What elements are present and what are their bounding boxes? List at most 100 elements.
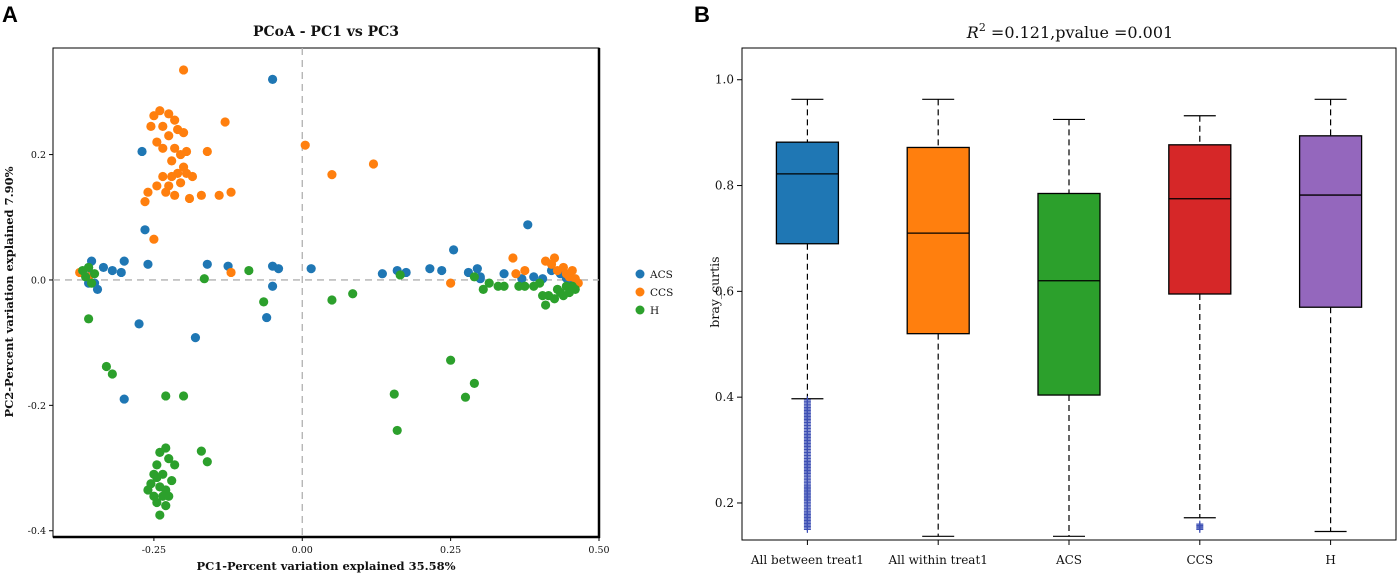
pcoa-point-ccs (175, 178, 186, 188)
pcoa-point-acs (92, 284, 103, 294)
pcoa-point-acs (119, 394, 129, 404)
boxplot-y-tick-label: 0.6 (715, 284, 734, 298)
pcoa-axis-ticks: -0.25 0.00 0.25 0.50 -0.4 -0.2 0.0 0.2 (28, 150, 610, 556)
pcoa-point-h (460, 392, 471, 402)
pcoa-point-acs (425, 264, 435, 274)
pcoa-point-ccs (167, 171, 177, 182)
pcoa-point-ccs (520, 265, 530, 276)
panel-b-letter: B (694, 2, 710, 27)
pcoa-point-h (170, 460, 180, 470)
boxplot-y-tick-label: 0.2 (715, 496, 734, 510)
boxplot-title: R2 =0.121,pvalue =0.001 (966, 21, 1173, 42)
pcoa-x-tick-label: -0.25 (142, 545, 166, 556)
pcoa-point-ccs (140, 196, 150, 207)
pcoa-point-ccs (158, 171, 168, 182)
pcoa-point-h (469, 378, 479, 389)
pcoa-point-ccs (175, 149, 186, 160)
pcoa-point-h (143, 485, 153, 495)
pcoa-point-ccs (226, 187, 236, 197)
box-h: H (1298, 98, 1363, 567)
boxplot-boxes: All between treat1 All within treat1 ACS CC… (750, 98, 1363, 567)
pcoa-x-tick-label: 0.00 (292, 545, 313, 556)
boxplot-x-tick-label: ACS (1055, 553, 1082, 567)
boxplot-x-tick-label: CCS (1187, 553, 1214, 567)
box-iqr (906, 146, 970, 335)
pcoa-point-acs (143, 259, 153, 269)
pcoa-point-h (164, 454, 174, 464)
pcoa-point-ccs (549, 253, 560, 263)
box-iqr (775, 141, 840, 245)
pcoa-point-ccs (300, 140, 310, 150)
pcoa-point-h (202, 457, 212, 467)
pcoa-point-ccs (446, 278, 456, 288)
pcoa-reference-lines (53, 48, 599, 537)
box-iqr (1168, 144, 1232, 295)
pcoa-point-h (161, 443, 171, 453)
boxplot-title-sup: 2 (979, 21, 986, 34)
pcoa-point-acs (134, 319, 144, 329)
pcoa-point-acs (437, 265, 447, 276)
pcoa-point-h (155, 510, 165, 520)
pcoa-point-acs (202, 259, 212, 269)
pcoa-point-ccs (146, 121, 156, 131)
pcoa-y-tick-label: 0.0 (31, 275, 46, 286)
pcoa-point-ccs (214, 190, 224, 200)
pcoa-point-h (101, 361, 112, 372)
box-ccs: CCS (1168, 115, 1232, 567)
boxplot-title-r: R (966, 23, 979, 42)
pcoa-point-ccs (226, 267, 236, 278)
pcoa-legend-label-acs: ACS (649, 269, 673, 281)
panel-a: A PCoA - PC1 vs PC3 -0.25 0.00 0.25 0.50-0.… (2, 2, 673, 573)
boxplot-y-axis-label: bray_curtis (707, 256, 722, 327)
box-all-within-treat1: All within treat1 (887, 98, 988, 567)
pcoa-point-acs (137, 146, 147, 157)
boxplot-x-tick-label: H (1325, 553, 1335, 567)
pcoa-point-acs (140, 225, 150, 235)
pcoa-y-tick-label: -0.4 (28, 526, 46, 537)
pcoa-point-ccs (196, 190, 206, 200)
pcoa-point-acs (499, 269, 509, 279)
pcoa-point-ccs (161, 187, 171, 197)
pcoa-point-h (84, 314, 94, 324)
pcoa-point-ccs (170, 115, 180, 125)
pcoa-point-ccs (508, 253, 518, 263)
pcoa-point-ccs (164, 109, 174, 119)
pcoa-point-ccs (178, 128, 189, 138)
pcoa-point-ccs (149, 111, 159, 121)
pcoa-point-h (259, 297, 269, 307)
pcoa-point-acs (267, 281, 278, 291)
pcoa-point-h (107, 369, 117, 379)
pcoa-point-acs (523, 220, 533, 230)
boxplot-y-tick-label: 1.0 (715, 73, 734, 87)
pcoa-point-h (392, 425, 402, 436)
pcoa-point-ccs (152, 181, 162, 191)
box-acs: ACS (1037, 118, 1101, 567)
pcoa-plot-frame (52, 47, 600, 538)
pcoa-point-h (86, 278, 97, 288)
pcoa-point-h (535, 278, 545, 288)
boxplot-x-tick-label: All within treat1 (887, 553, 987, 567)
boxplot-y-tick-label: 0.4 (715, 390, 734, 404)
pcoa-point-ccs (149, 234, 159, 244)
box-iqr (1298, 135, 1363, 308)
pcoa-point-h (152, 472, 162, 483)
pcoa-point-h (152, 460, 162, 470)
pcoa-point-ccs (220, 117, 230, 127)
pcoa-point-acs (116, 267, 126, 278)
pcoa-x-axis-label: PC1-Percent variation explained 35.58% (196, 559, 455, 573)
pcoa-point-ccs (170, 143, 180, 153)
pcoa-point-h (484, 278, 494, 288)
pcoa-point-ccs (158, 143, 168, 153)
pcoa-point-h (570, 284, 580, 294)
pcoa-point-ccs (511, 269, 521, 279)
pcoa-legend-label-ccs: CCS (650, 287, 673, 299)
pcoa-point-acs (98, 262, 109, 273)
box-outlier (1196, 520, 1204, 528)
pcoa-point-h (244, 265, 254, 276)
pcoa-point-h (164, 491, 174, 501)
pcoa-point-h (89, 269, 100, 279)
pcoa-y-tick-label: -0.2 (28, 401, 46, 412)
pcoa-legend-marker-acs (635, 269, 645, 279)
pcoa-point-h (84, 262, 94, 273)
pcoa-legend: ACS CCS H (635, 269, 673, 317)
